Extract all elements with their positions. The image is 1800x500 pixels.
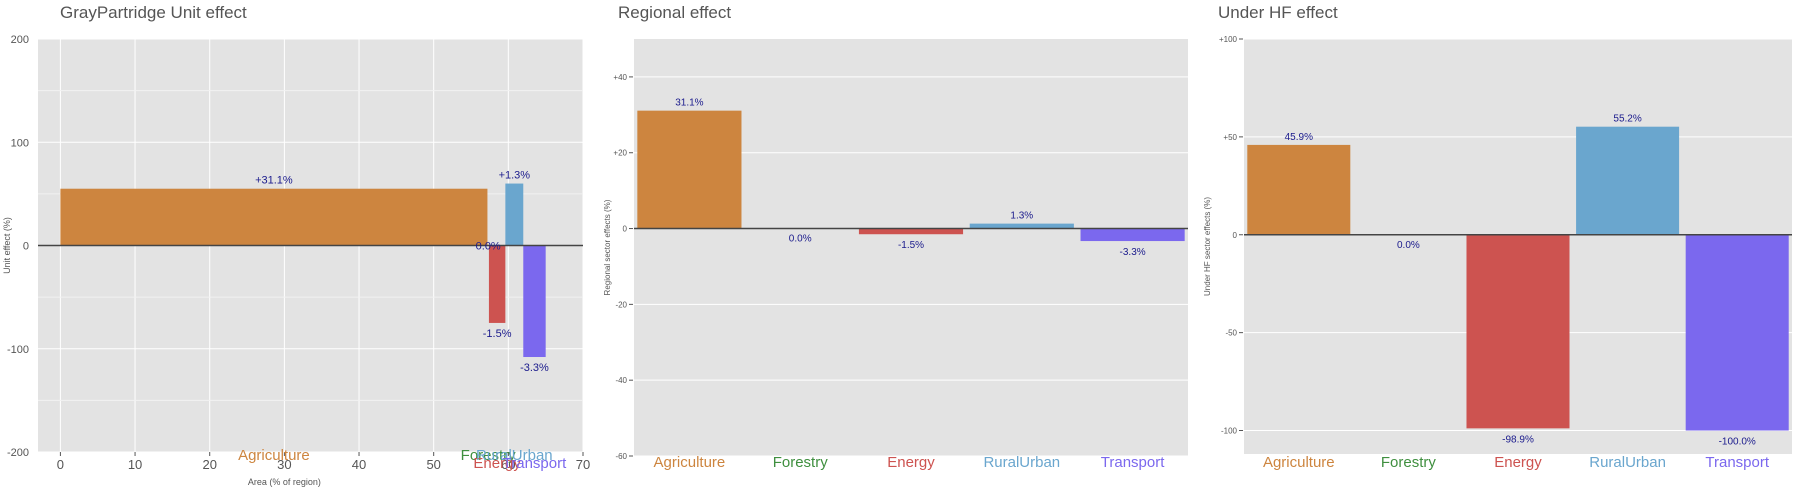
y-tick-label: 0 [623, 225, 628, 234]
bar-energy [858, 228, 964, 235]
y-tick-label: 0 [1233, 231, 1238, 240]
chart-title: GrayPartridge Unit effect [60, 3, 247, 22]
bar-transport [523, 245, 546, 358]
regional-effect-chart: Regional effect 31.1% 0.0% -1.5% 1.3% -3.3% -6… [603, 3, 1188, 471]
bar-energy [488, 245, 506, 323]
unit-effect-chart: GrayPartridge Unit effect +31.1% 0.0% -1.5%… [2, 3, 590, 487]
value-label-agriculture: 31.1% [675, 98, 703, 109]
x-tick-label: 40 [352, 457, 366, 472]
y-tick-label: -50 [1225, 329, 1237, 338]
category-label-forestry: Forestry [773, 454, 829, 471]
category-label-forestry: Forestry [1381, 454, 1437, 471]
y-axis-label: Under HF sector effects (%) [1203, 197, 1212, 296]
value-label-ruralurban: +1.3% [499, 170, 531, 182]
y-tick-label: +40 [613, 73, 627, 82]
y-tick-label: -40 [615, 376, 627, 385]
category-label-ruralurban: RuralUrban [476, 447, 553, 464]
y-axis-label: Unit effect (%) [2, 217, 12, 274]
category-label-transport: Transport [1705, 454, 1769, 471]
bar-agriculture [637, 110, 742, 229]
chart-title: Regional effect [618, 3, 731, 22]
y-tick-label: -200 [7, 447, 29, 459]
category-label-agriculture: Agriculture [1263, 454, 1335, 471]
value-label-energy: -1.5% [898, 240, 924, 251]
chart-title: Under HF effect [1218, 3, 1338, 22]
value-label-transport: -3.3% [1120, 247, 1146, 258]
y-tick-label: 0 [23, 241, 29, 253]
bar-agriculture [60, 188, 488, 246]
category-label-forestry: Forestry [461, 447, 517, 464]
value-label-transport: -100.0% [1719, 437, 1756, 448]
category-label-transport: Transport [503, 455, 567, 472]
y-tick-label: +50 [1223, 133, 1237, 142]
category-label-transport: Transport [1101, 454, 1165, 471]
category-label-agriculture: Agriculture [238, 447, 310, 464]
y-tick-label: -60 [615, 452, 627, 461]
plot-background [634, 39, 1188, 456]
category-label-ruralurban: RuralUrban [983, 454, 1060, 471]
x-tick-label: 70 [576, 457, 590, 472]
bar-agriculture [1247, 144, 1351, 235]
y-axis-label: Regional sector effects (%) [603, 199, 612, 295]
value-label-agriculture: 45.9% [1285, 132, 1313, 143]
bar-ruralurban [1576, 126, 1680, 235]
y-tick-label: -20 [615, 300, 627, 309]
x-axis-label: Area (% of region) [248, 477, 321, 487]
value-label-energy: -1.5% [483, 328, 512, 340]
value-label-ruralurban: 1.3% [1010, 211, 1033, 222]
bar-energy [1466, 234, 1570, 429]
y-tick-label: 200 [11, 34, 29, 46]
x-tick-label: 10 [128, 457, 142, 472]
value-label-energy: -98.9% [1502, 434, 1534, 445]
x-tick-label: 50 [426, 457, 440, 472]
category-label-agriculture: Agriculture [654, 454, 726, 471]
bar-transport [1080, 228, 1185, 242]
bar-ruralurban [505, 183, 524, 246]
x-tick-label: 30 [277, 457, 291, 472]
value-label-ruralurban: 55.2% [1613, 114, 1641, 125]
under-hf-effect-chart: Under HF effect 45.9% 0.0% -98.9% 55.2% -100.… [1203, 3, 1792, 471]
x-tick-label: 0 [57, 457, 64, 472]
y-tick-label: -100 [1221, 427, 1238, 436]
bar-ruralurban [969, 223, 1074, 229]
category-label-energy: Energy [473, 455, 521, 472]
y-tick-label: 100 [11, 137, 29, 149]
value-label-forestry: 0.0% [789, 234, 812, 245]
value-label-agriculture: +31.1% [255, 175, 293, 187]
y-tick-label: +100 [1219, 35, 1238, 44]
x-tick-label: 20 [202, 457, 216, 472]
bar-transport [1685, 234, 1789, 431]
category-label-energy: Energy [1494, 454, 1542, 471]
value-label-forestry: 0.0% [476, 241, 501, 253]
y-tick-label: -100 [7, 344, 29, 356]
y-tick-label: +20 [613, 149, 627, 158]
value-label-transport: -3.3% [520, 362, 549, 374]
value-label-forestry: 0.0% [1397, 240, 1420, 251]
category-label-energy: Energy [887, 454, 935, 471]
x-tick-label: 60 [501, 457, 515, 472]
category-label-ruralurban: RuralUrban [1589, 454, 1666, 471]
